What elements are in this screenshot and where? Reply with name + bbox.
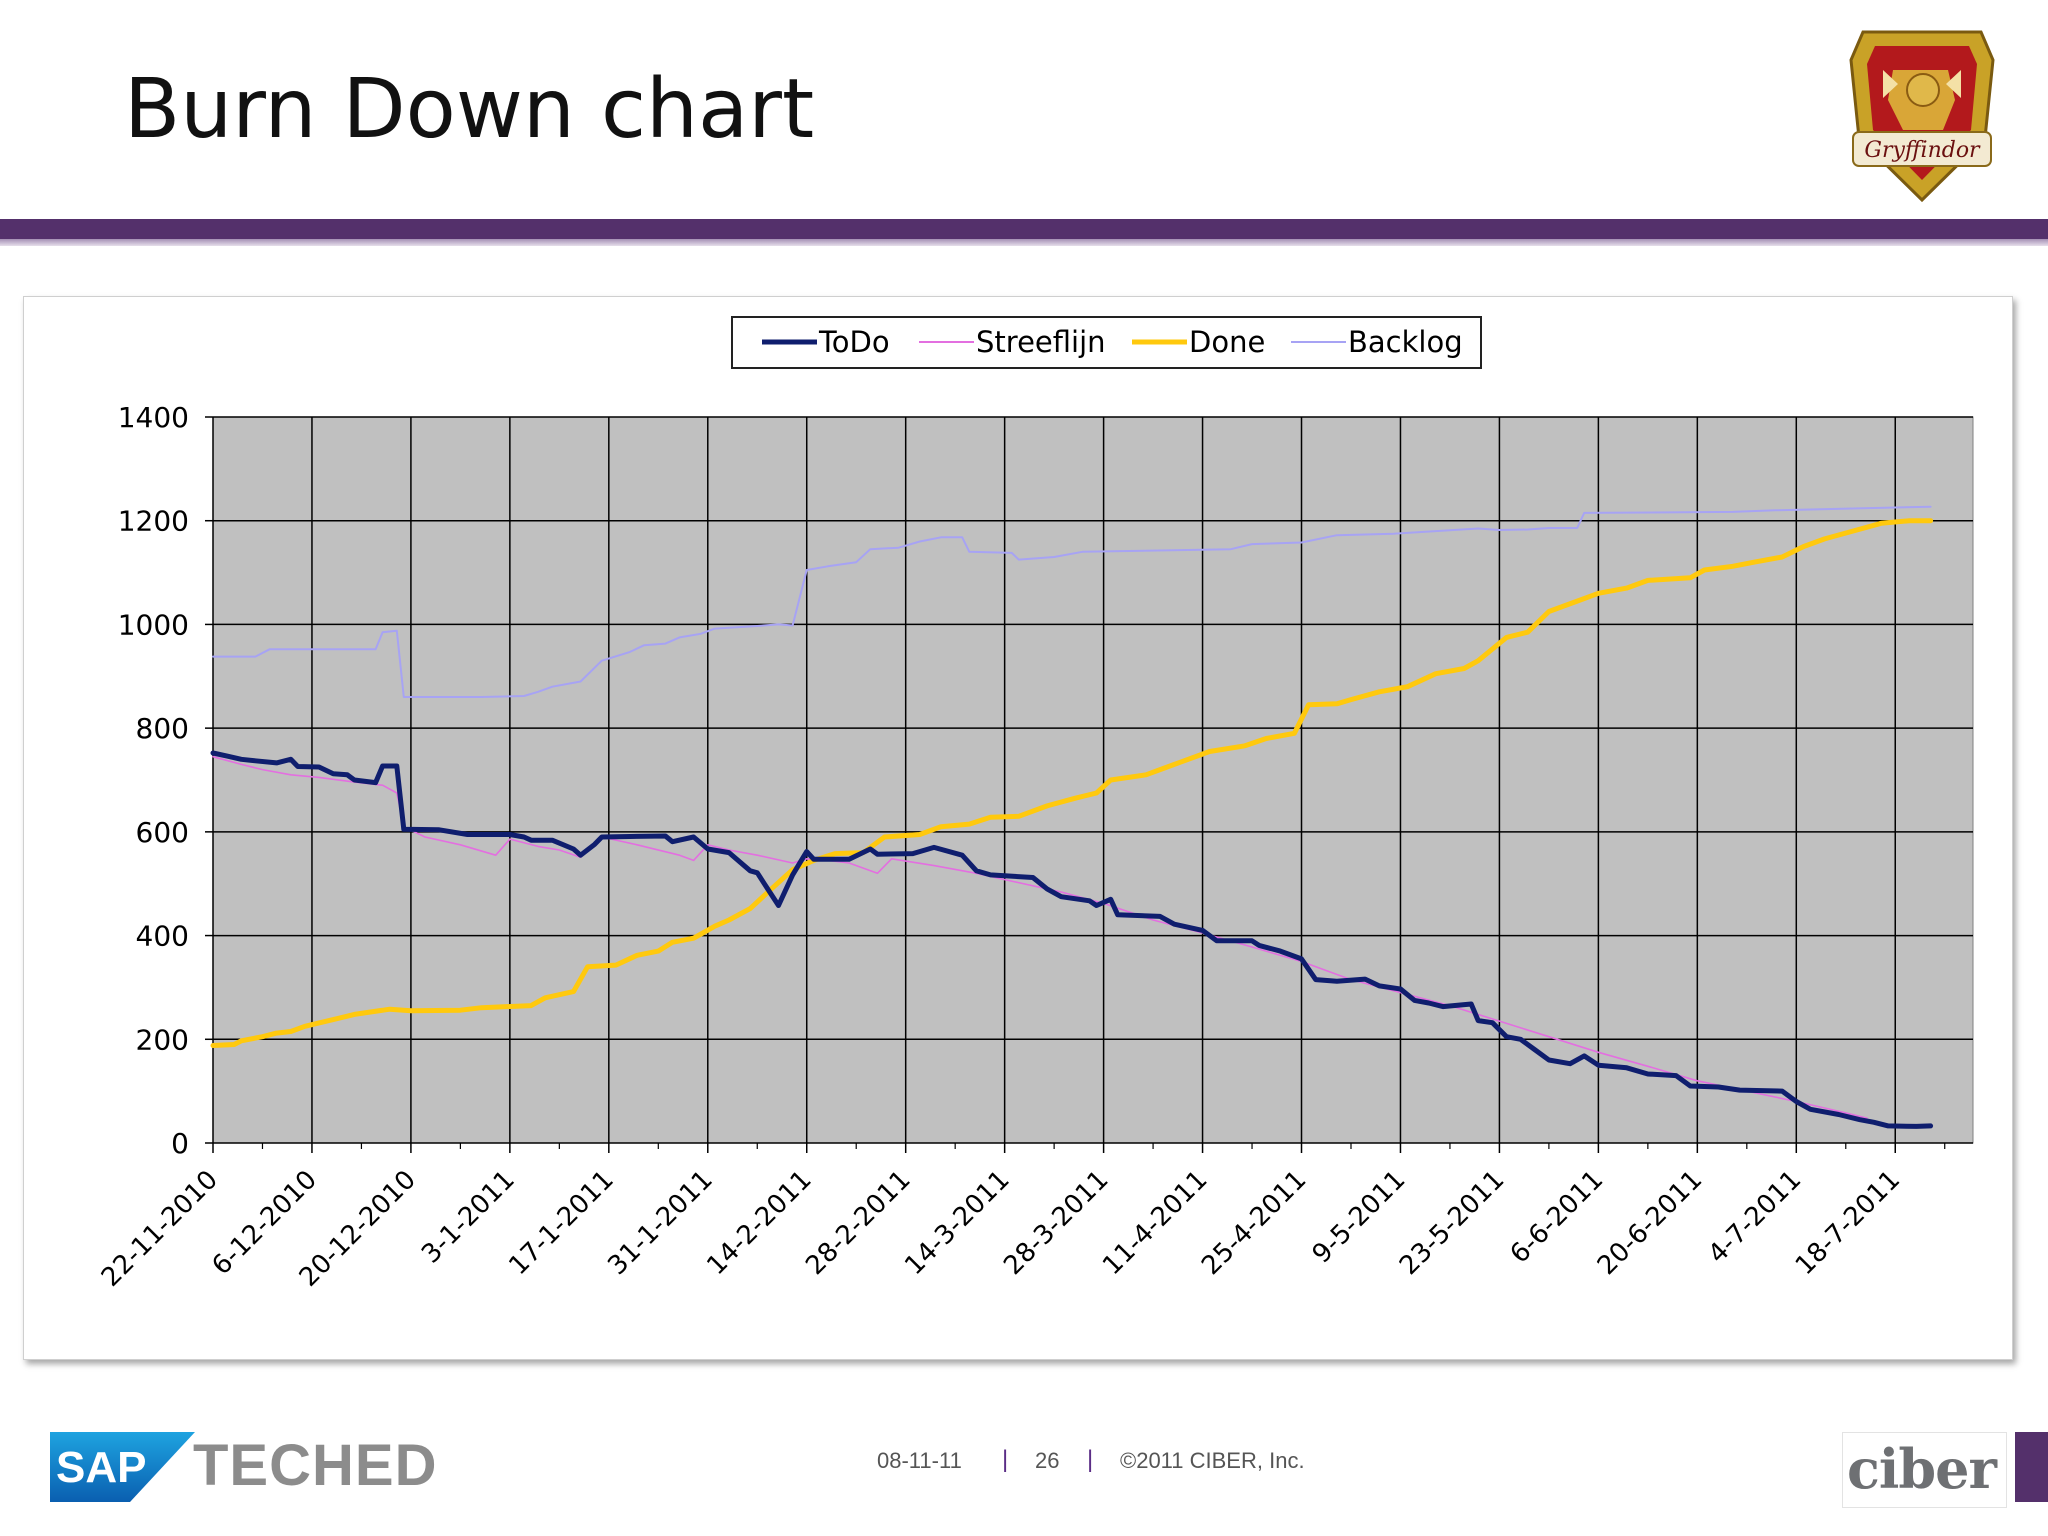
burn-down-chart: 0 200 400 600 800 1000 1200 1400 22-11-20106-12… <box>96 316 1974 1293</box>
header-band <box>0 219 2048 239</box>
teched-logo-text: TECHED <box>193 1433 438 1498</box>
x-tick-label: 23-5-2011 <box>1394 1165 1510 1281</box>
x-tick-label: 6-6-2011 <box>1505 1165 1610 1270</box>
footer-separator: | <box>1087 1446 1094 1473</box>
legend-label: Done <box>1189 325 1265 359</box>
y-tick-label: 600 <box>136 816 189 849</box>
crest-label: Gryffindor <box>1864 138 1981 163</box>
ciber-logo: ciber <box>1842 1432 2007 1508</box>
y-tick-label: 1400 <box>118 401 189 434</box>
y-tick-label: 0 <box>171 1127 189 1160</box>
page-title: Burn Down chart <box>124 62 815 157</box>
legend-label: ToDo <box>818 325 890 359</box>
x-tick-label: 18-7-2011 <box>1790 1165 1906 1281</box>
x-tick-label: 17-1-2011 <box>503 1165 619 1281</box>
header-band-shadow <box>0 239 2048 246</box>
legend: ToDo Streeflijn Done Backlog <box>731 316 1482 369</box>
y-tick-label: 400 <box>136 920 189 953</box>
footer-date: 08-11-11 <box>877 1448 962 1473</box>
legend-label: Streeflijn <box>976 325 1106 359</box>
x-tick-label: 4-7-2011 <box>1703 1165 1808 1270</box>
legend-box <box>731 316 1482 369</box>
series-lines <box>210 505 1934 1129</box>
series-line-done <box>210 518 1934 1048</box>
sap-label: SAP <box>56 1443 146 1492</box>
x-tick-label: 11-4-2011 <box>1097 1165 1213 1281</box>
y-tick-label: 1200 <box>118 505 189 538</box>
legend-label: Backlog <box>1348 325 1463 359</box>
x-tick-label: 25-4-2011 <box>1196 1165 1312 1281</box>
series-line-backlog <box>212 505 1932 698</box>
y-tick-label: 800 <box>136 712 189 745</box>
y-tick-label: 200 <box>136 1023 189 1056</box>
gryffindor-crest-logo: Gryffindor <box>1849 30 1995 203</box>
footer-page-number: 26 <box>1035 1448 1060 1473</box>
x-tick-label: 28-3-2011 <box>998 1165 1114 1281</box>
footer-copyright: ©2011 CIBER, Inc. <box>1120 1448 1305 1473</box>
y-axis-ticks: 0 200 400 600 800 1000 1200 1400 <box>118 401 213 1160</box>
sap-logo: SAP <box>50 1432 195 1502</box>
ciber-accent-bar <box>2015 1432 2048 1502</box>
x-tick-label: 3-1-2011 <box>416 1165 521 1270</box>
ciber-logo-text: ciber <box>1847 1437 1997 1501</box>
chart-frame: 0 200 400 600 800 1000 1200 1400 22-11-2010 6-12… <box>23 296 2013 1360</box>
x-tick-label: 14-2-2011 <box>701 1165 817 1281</box>
grid-lines <box>212 416 1973 1144</box>
series-line-todo <box>210 750 1934 1129</box>
x-tick-label: 28-2-2011 <box>800 1165 916 1281</box>
x-tick-label: 20-6-2011 <box>1592 1165 1708 1281</box>
x-tick-label: 31-1-2011 <box>602 1165 718 1281</box>
y-tick-label: 1000 <box>118 608 189 641</box>
x-tick-label: 14-3-2011 <box>899 1165 1015 1281</box>
x-axis-ticks: 22-11-20106-12-201020-12-20103-1-201117-… <box>96 1143 1946 1293</box>
x-tick-label: 22-11-2010 <box>96 1165 224 1293</box>
x-tick-label: 9-5-2011 <box>1307 1165 1412 1270</box>
footer-separator: | <box>1002 1446 1009 1473</box>
plot-area <box>212 416 1974 1144</box>
